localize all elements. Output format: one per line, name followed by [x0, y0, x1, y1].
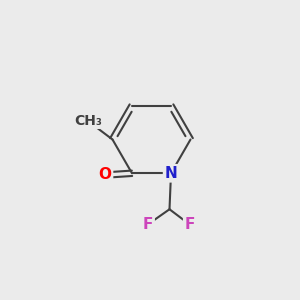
- Text: F: F: [185, 218, 195, 232]
- Text: O: O: [98, 167, 112, 182]
- Text: N: N: [165, 166, 177, 181]
- Text: CH₃: CH₃: [75, 114, 102, 128]
- Text: F: F: [143, 218, 153, 232]
